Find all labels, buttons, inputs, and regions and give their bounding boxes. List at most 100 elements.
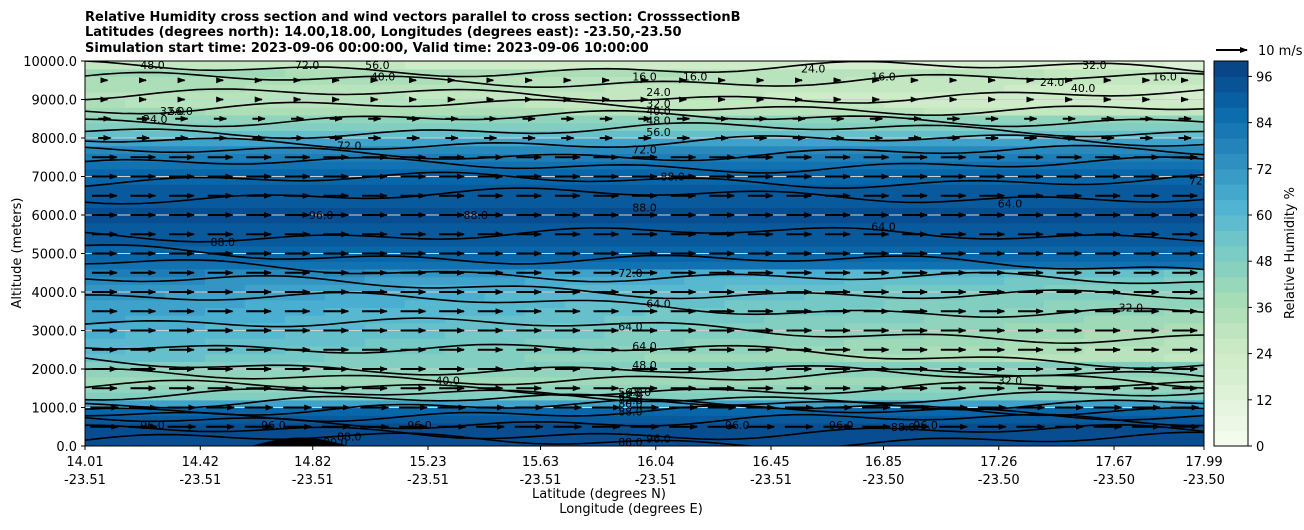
- rh-cell: [564, 230, 606, 239]
- rh-cell: [324, 114, 366, 124]
- rh-cell: [204, 238, 246, 247]
- rh-cell: [484, 299, 526, 308]
- y-tick-label: 2000.0: [32, 363, 78, 378]
- rh-cell: [85, 145, 126, 154]
- contour-label: 32.0: [160, 105, 185, 118]
- colorbar-tick-label: 96: [1256, 70, 1273, 85]
- colorbar-label: Relative Humidity %: [1283, 187, 1298, 319]
- rh-cell: [764, 399, 805, 409]
- rh-cell: [324, 91, 366, 101]
- rh-cell: [484, 191, 526, 201]
- rh-cell: [804, 230, 845, 239]
- rh-cell: [884, 222, 925, 231]
- rh-cell: [804, 199, 845, 208]
- rh-cell: [404, 176, 446, 185]
- colorbar-swatch: [1214, 215, 1248, 231]
- title-line-1: Relative Humidity cross section and wind…: [85, 10, 741, 25]
- rh-cell: [284, 315, 326, 324]
- rh-cell: [1004, 145, 1045, 154]
- rh-cell: [1044, 176, 1085, 185]
- contour-labels: 96.088.088.088.088.072.072.0 72.072.064.0…: [140, 59, 1214, 446]
- rh-cell: [804, 222, 845, 231]
- rh-cell: [604, 130, 646, 139]
- rh-cell: [364, 199, 406, 208]
- rh-cell: [244, 161, 286, 170]
- rh-cell: [244, 176, 286, 185]
- rh-cell: [804, 161, 845, 170]
- rh-cell: [564, 430, 606, 439]
- rh-cell: [284, 99, 326, 108]
- rh-cell: [204, 392, 246, 401]
- rh-cell: [204, 138, 246, 147]
- rh-cell: [884, 130, 925, 139]
- rh-cell: [164, 184, 206, 193]
- rh-cell: [324, 107, 366, 116]
- rh-cell: [85, 68, 126, 77]
- rh-cell: [564, 215, 606, 224]
- rh-cell: [844, 369, 885, 378]
- rh-cell: [524, 392, 566, 401]
- x-tick-label-lat: 16.85: [865, 455, 902, 470]
- rh-cell: [924, 438, 965, 446]
- rh-cell: [124, 207, 166, 216]
- contour-line: [85, 144, 1204, 162]
- rh-cell: [1044, 430, 1085, 439]
- rh-cell: [964, 430, 1005, 439]
- rh-cell: [204, 107, 246, 116]
- rh-cell: [1084, 168, 1125, 178]
- rh-cell: [924, 199, 965, 208]
- y-axis: 0.0 1000.0 2000.0 3000.0 4000.0 5000.0 6000.0 7…: [23, 55, 85, 455]
- rh-cell: [284, 215, 326, 224]
- rh-cell: [85, 107, 126, 116]
- rh-cell: [1004, 276, 1045, 285]
- rh-cell: [244, 276, 286, 285]
- rh-cell: [1044, 322, 1085, 332]
- rh-cell: [524, 245, 566, 255]
- rh-cell: [724, 353, 765, 362]
- rh-cell: [364, 161, 406, 170]
- rh-cell: [964, 253, 1005, 262]
- rh-cell: [1084, 353, 1125, 362]
- rh-cell: [364, 145, 406, 154]
- rh-cell: [284, 415, 326, 424]
- rh-cell: [404, 238, 446, 247]
- rh-cell: [1084, 361, 1125, 370]
- rh-cell: [85, 376, 126, 385]
- rh-cell: [724, 284, 765, 293]
- contour-label: 72.0: [295, 59, 320, 72]
- rh-cell: [404, 199, 446, 208]
- rh-cell: [484, 238, 526, 247]
- rh-cell: [324, 76, 366, 85]
- rh-cell: [524, 122, 566, 131]
- colorbar-swatch: [1214, 322, 1248, 339]
- rh-cell: [684, 338, 726, 347]
- rh-cell: [924, 315, 965, 324]
- rh-cell: [124, 315, 166, 324]
- colorbar-swatch: [1214, 245, 1248, 262]
- rh-cell: [124, 284, 166, 293]
- rh-cell: [1004, 361, 1045, 370]
- contour-label: 24.0: [646, 86, 671, 99]
- rh-cell: [124, 99, 166, 108]
- contour-label: 96.0: [829, 419, 854, 432]
- rh-cell: [324, 376, 366, 385]
- rh-cell: [1124, 369, 1165, 378]
- rh-cell: [604, 215, 646, 224]
- rh-cell: [564, 369, 606, 378]
- rh-cell: [1084, 253, 1125, 262]
- rh-cell: [204, 222, 246, 231]
- rh-cell: [644, 222, 686, 231]
- rh-cell: [484, 199, 526, 208]
- rh-cell: [164, 392, 206, 401]
- colorbar-swatch: [1214, 199, 1248, 216]
- rh-cell: [844, 315, 885, 324]
- rh-cell: [804, 122, 845, 131]
- rh-cell: [1164, 215, 1204, 224]
- rh-cell: [644, 268, 686, 278]
- rh-cell: [204, 376, 246, 385]
- contour-label: 72.0: [1189, 174, 1214, 187]
- rh-cell: [1124, 184, 1165, 193]
- contour-label: 40.0: [646, 105, 671, 118]
- rh-cell: [1164, 322, 1204, 332]
- rh-cell: [404, 292, 446, 301]
